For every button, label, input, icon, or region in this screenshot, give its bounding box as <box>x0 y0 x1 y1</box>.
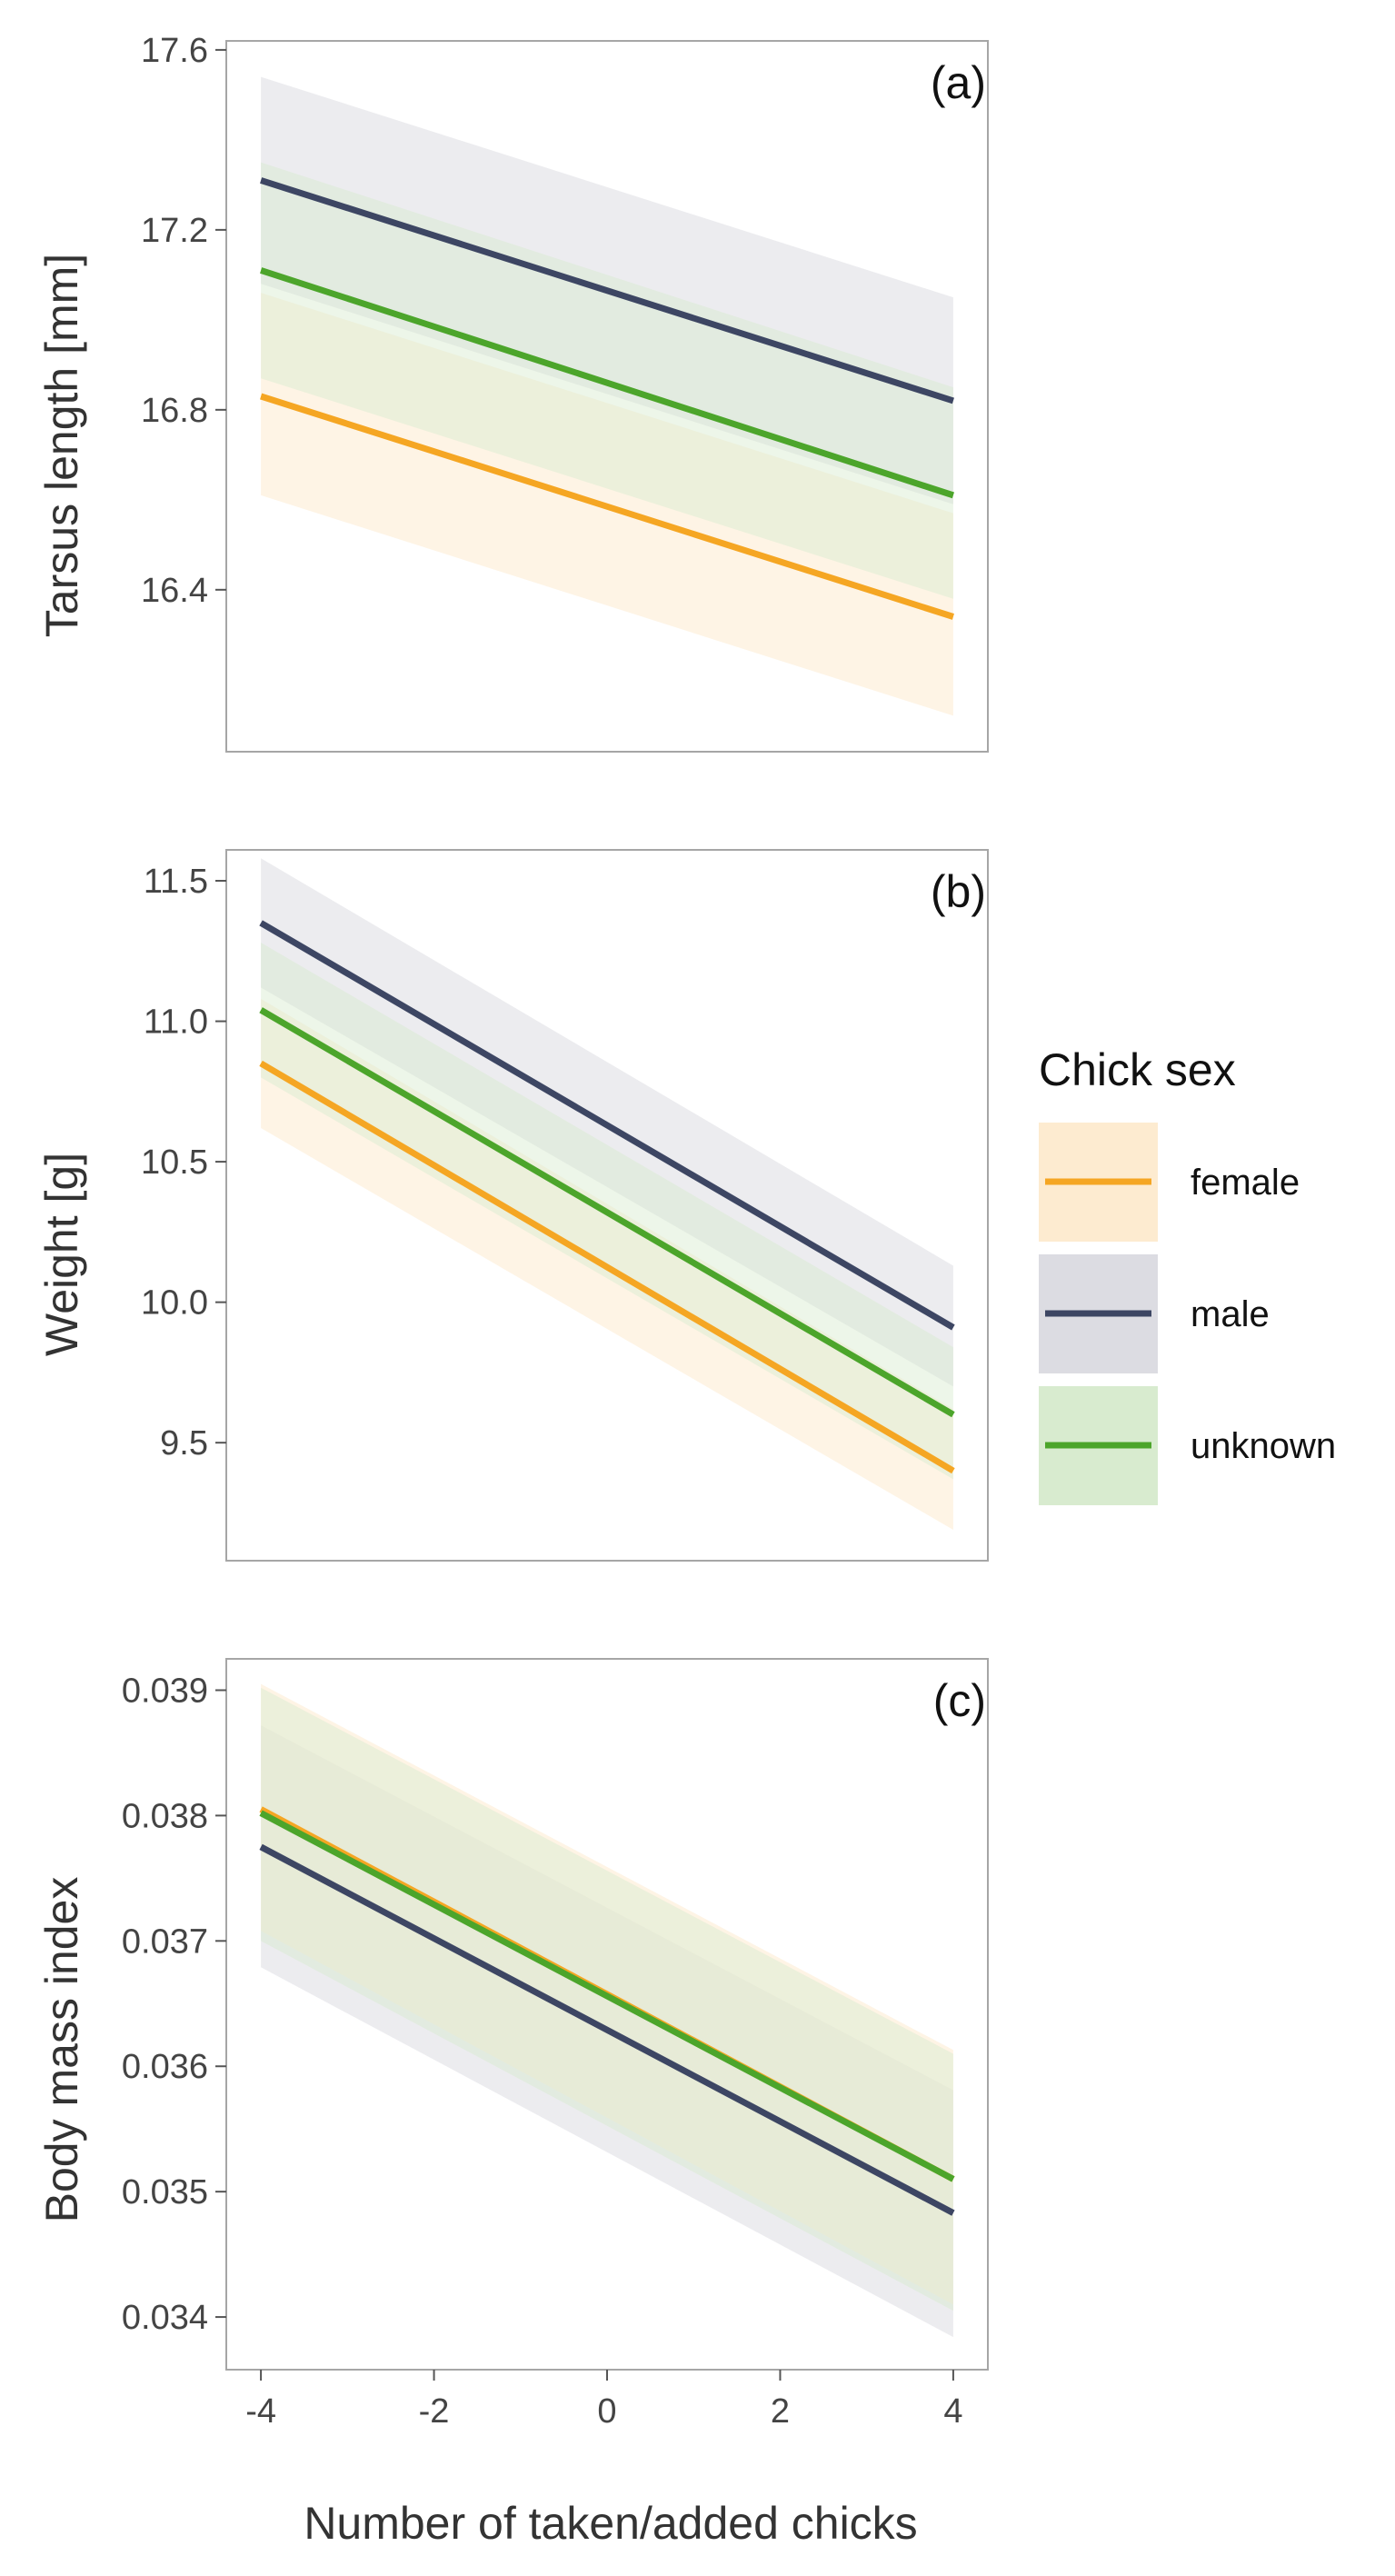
panel-c-y-tick-label: 0.034 <box>122 2299 208 2337</box>
panel-b-line-unknown <box>259 1007 955 1418</box>
panel-a-tag: (a) <box>931 57 986 108</box>
panel-b-line-male <box>259 920 955 1331</box>
panel-c-tag: (c) <box>933 1675 986 1726</box>
panel-a-y-tick-label: 17.6 <box>141 32 208 70</box>
panel-c-x-tick-label: -4 <box>245 2392 276 2431</box>
panel-a-line-male <box>260 177 954 404</box>
panel-c-x-axis-title: Number of taken/added chicks <box>304 2498 917 2549</box>
panel-c-y-axis-title: Body mass index <box>36 1877 87 2223</box>
panel-b-y-tick-label: 11.0 <box>144 1003 208 1042</box>
panel-b-y-tick-label: 11.5 <box>144 863 208 901</box>
panel-c-x-tick-label: 2 <box>771 2392 790 2431</box>
panel-c-y-tick-label: 0.036 <box>122 2048 208 2086</box>
panel-c-y-tick-label: 0.039 <box>122 1672 208 1710</box>
panel-b-tag: (b) <box>931 866 986 917</box>
panel-a-plot-border <box>225 40 989 753</box>
legend-label-female: female <box>1191 1163 1300 1203</box>
panel-a: (a) Tarsus length [mm] 16.4 16.8 17.2 17.6 <box>36 32 989 753</box>
panel-a-line-unknown <box>260 267 954 499</box>
panel-b-y-tick-label: 10.0 <box>141 1284 208 1323</box>
panel-a-y-tick-label: 16.4 <box>141 572 208 610</box>
panel-a-y-axis-title: Tarsus length [mm] <box>36 254 87 637</box>
panel-a-line-female <box>260 393 954 620</box>
legend-label-male: male <box>1191 1294 1270 1334</box>
panel-c-x-tick-label: 4 <box>943 2392 962 2431</box>
legend: Chick sex female male unknown <box>1039 1044 1336 1505</box>
panel-c-x-tick-label: -2 <box>419 2392 450 2431</box>
panel-b-y-tick-label: 10.5 <box>141 1143 208 1182</box>
panel-b-plot-border <box>225 849 989 1562</box>
panel-b: (b) Weight [g] 9.5 10.0 10.5 11.0 11.5 <box>36 849 989 1562</box>
panel-a-y-tick-label: 17.2 <box>141 212 208 250</box>
panel-c-x-tick-label: 0 <box>597 2392 616 2431</box>
panel-b-y-tick-label: 9.5 <box>160 1424 208 1463</box>
legend-title: Chick sex <box>1039 1044 1236 1095</box>
panel-c-line-male <box>259 1843 955 2216</box>
panel-a-y-tick-label: 16.8 <box>141 392 208 430</box>
panel-b-y-axis-title: Weight [g] <box>36 1153 87 1356</box>
panel-c: (c) Body mass index Number of taken/adde… <box>36 1658 989 2549</box>
panel-c-y-tick-label: 0.037 <box>122 1922 208 1961</box>
panel-c-line-unknown <box>259 1810 955 2182</box>
panel-b-line-female <box>259 1060 955 1474</box>
panel-c-y-tick-label: 0.035 <box>122 2173 208 2212</box>
panel-c-y-tick-label: 0.038 <box>122 1797 208 1835</box>
legend-label-unknown: unknown <box>1191 1426 1336 1466</box>
